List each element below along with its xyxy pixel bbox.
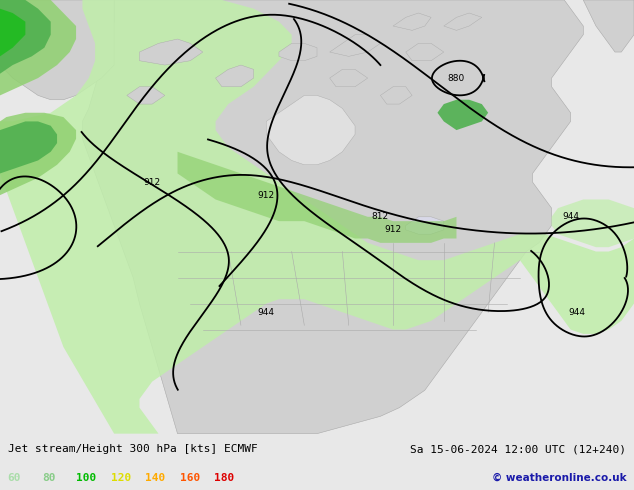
Text: 140: 140 [145, 472, 165, 483]
Text: 160: 160 [179, 472, 200, 483]
Text: Sa 15-06-2024 12:00 UTC (12+240): Sa 15-06-2024 12:00 UTC (12+240) [410, 444, 626, 454]
Polygon shape [0, 122, 57, 173]
Polygon shape [216, 65, 254, 87]
Polygon shape [178, 152, 456, 243]
Text: 912: 912 [257, 191, 275, 199]
Polygon shape [437, 100, 488, 130]
Polygon shape [380, 87, 412, 104]
Polygon shape [0, 113, 76, 195]
Polygon shape [139, 39, 203, 65]
Polygon shape [330, 70, 368, 87]
Text: 100: 100 [77, 472, 97, 483]
Text: 944: 944 [569, 308, 585, 317]
Polygon shape [82, 0, 583, 434]
Text: © weatheronline.co.uk: © weatheronline.co.uk [492, 472, 626, 483]
Text: 880: 880 [448, 74, 465, 82]
Polygon shape [406, 44, 444, 61]
Polygon shape [552, 199, 634, 247]
Text: 944: 944 [258, 308, 275, 317]
Text: 812: 812 [372, 212, 389, 221]
Polygon shape [127, 87, 165, 104]
Polygon shape [393, 13, 431, 30]
Text: 60: 60 [8, 472, 21, 483]
Polygon shape [330, 35, 380, 56]
Polygon shape [0, 0, 114, 100]
Polygon shape [0, 0, 634, 434]
Polygon shape [444, 13, 482, 30]
Polygon shape [406, 217, 444, 234]
Polygon shape [0, 9, 25, 56]
Polygon shape [279, 44, 317, 61]
Polygon shape [0, 0, 51, 74]
Text: 120: 120 [111, 472, 131, 483]
Text: 912: 912 [143, 178, 161, 187]
Text: Jet stream/Height 300 hPa [kts] ECMWF: Jet stream/Height 300 hPa [kts] ECMWF [8, 444, 257, 454]
Polygon shape [583, 0, 634, 52]
Text: 80: 80 [42, 472, 56, 483]
Polygon shape [0, 0, 76, 96]
Text: 944: 944 [562, 212, 579, 221]
Text: 912: 912 [384, 225, 402, 234]
Polygon shape [266, 96, 355, 165]
Text: 180: 180 [214, 472, 235, 483]
